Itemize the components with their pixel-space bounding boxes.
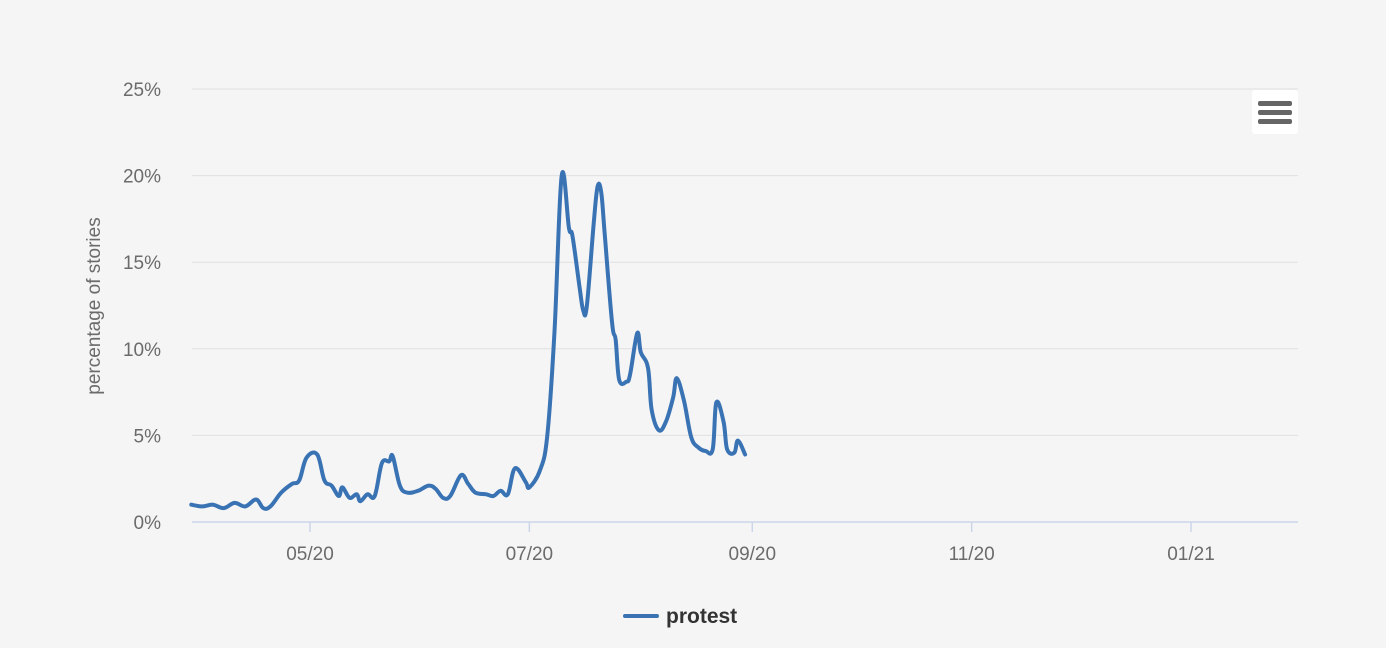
hamburger-icon xyxy=(1258,100,1292,124)
hamburger-icon-bar xyxy=(1258,100,1292,106)
x-tick-label: 05/20 xyxy=(286,544,334,565)
y-tick-label: 20% xyxy=(123,167,161,188)
hamburger-icon-bar xyxy=(1258,109,1292,115)
x-tick-label: 01/21 xyxy=(1167,544,1215,565)
x-tick-label: 07/20 xyxy=(506,544,554,565)
x-tick-label: 11/20 xyxy=(949,544,995,565)
y-tick-label: 0% xyxy=(134,513,162,534)
legend-label-protest[interactable]: protest xyxy=(666,605,737,628)
series-layer xyxy=(189,170,748,511)
x-tick-label: 09/20 xyxy=(729,544,777,565)
y-axis-title: percentage of stories xyxy=(84,217,105,394)
y-tick-label: 5% xyxy=(134,426,162,447)
y-tick-label: 10% xyxy=(123,340,161,361)
y-axis: 0% 5% 10% 15% 20% 25% xyxy=(123,80,161,534)
hamburger-icon-bar xyxy=(1258,118,1292,124)
x-axis: 05/20 07/20 09/20 11/20 01/21 xyxy=(192,521,1298,565)
y-tick-label: 25% xyxy=(123,80,161,101)
gridlines xyxy=(192,88,1298,436)
chart-menu-button[interactable] xyxy=(1252,90,1298,134)
series-line-protest[interactable] xyxy=(189,170,748,511)
y-tick-label: 15% xyxy=(123,253,161,274)
legend[interactable]: protest xyxy=(623,605,737,628)
